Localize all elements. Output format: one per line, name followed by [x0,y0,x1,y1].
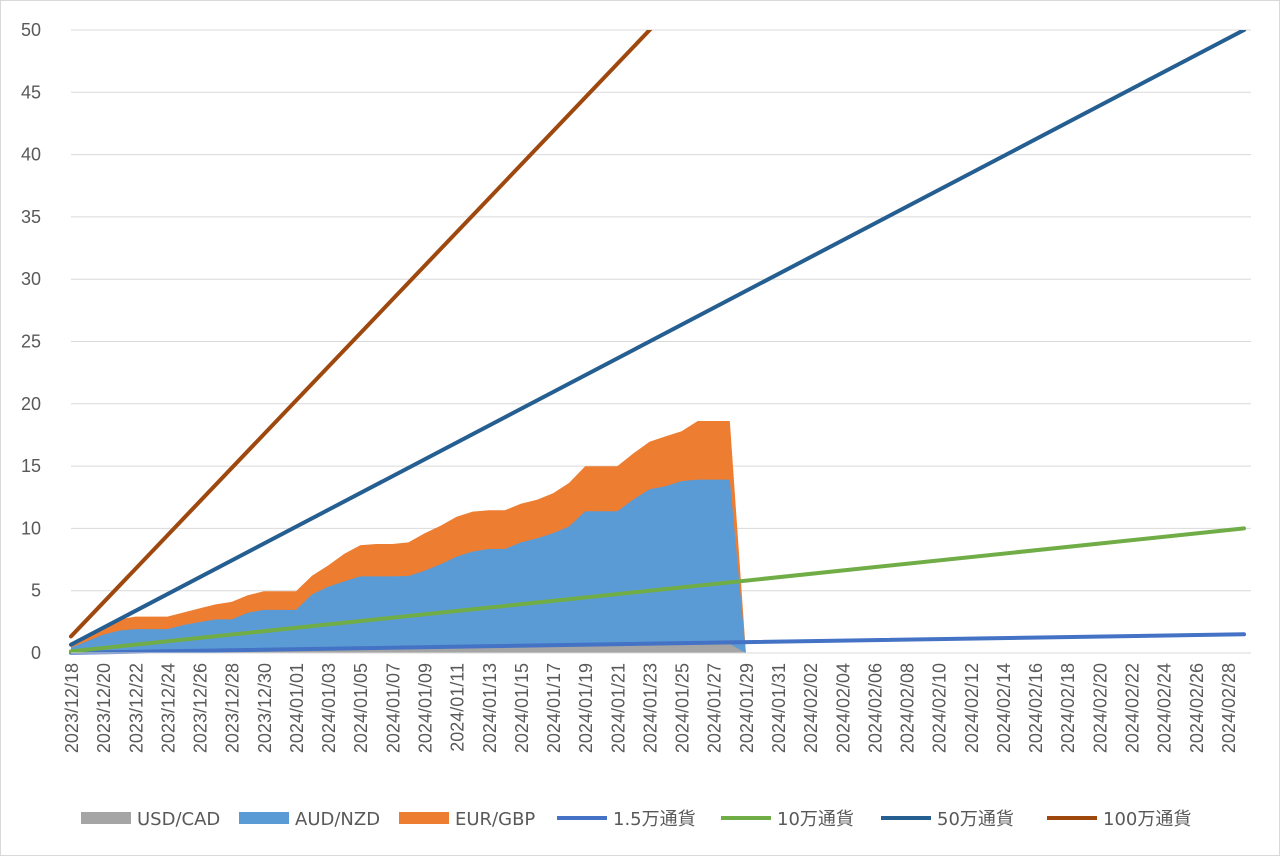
series-line [69,30,1246,647]
series-line [69,632,1246,655]
legend-swatch [399,812,449,824]
legend-label: 1.5万通貨 [613,809,696,830]
x-tick-label: 2024/01/13 [480,663,500,753]
legend-label: USD/CAD [137,809,220,830]
y-tick-label: 50 [21,20,41,40]
x-tick-label: 2023/12/24 [158,663,178,753]
x-tick-label: 2024/02/24 [1155,663,1175,753]
x-tick-label: 2024/02/14 [994,663,1014,753]
y-tick-label: 35 [21,207,41,227]
y-tick-label: 10 [21,518,41,538]
x-tick-label: 2023/12/28 [223,663,243,753]
x-tick-label: 2023/12/26 [191,663,211,753]
x-tick-label: 2024/02/12 [962,663,982,753]
y-tick-label: 0 [31,643,41,663]
x-tick-label: 2024/02/28 [1219,663,1239,753]
x-tick-label: 2024/02/04 [833,663,853,753]
x-tick-label: 2023/12/22 [126,663,146,753]
x-tick-label: 2024/02/26 [1187,663,1207,753]
series-line [69,526,1246,654]
x-axis: 2023/12/18 2023/12/20 2023/12/22 2023/12/24… [62,652,1251,753]
x-tick-label: 2024/01/29 [737,663,757,753]
x-tick-label: 2024/02/06 [865,663,885,753]
legend-label: 10万通貨 [777,809,854,830]
x-tick-label: 2024/01/01 [287,663,307,753]
x-tick-label: 2023/12/20 [94,663,114,753]
y-tick-label: 20 [21,394,41,414]
y-axis: 0 5 10 15 20 25 30 35 40 45 50 [21,20,41,663]
y-tick-label: 25 [21,332,41,352]
legend-swatch [81,812,131,824]
x-tick-label: 2024/01/21 [608,663,628,753]
x-tick-label: 2024/01/11 [448,663,468,752]
x-tick-label: 2024/02/02 [801,663,821,753]
gridlines [71,29,1251,654]
x-tick-label: 2024/01/05 [351,663,371,753]
x-tick-label: 2024/01/17 [544,663,564,753]
x-tick-label: 2024/01/23 [641,663,661,753]
x-tick-label: 2024/02/22 [1123,663,1143,753]
x-tick-label: 2024/01/03 [319,663,339,753]
y-tick-label: 15 [21,456,41,476]
area-aud-nzd [71,479,746,653]
legend-swatch [239,812,289,824]
x-tick-label: 2024/02/10 [930,663,950,753]
x-tick-label: 2024/01/31 [769,663,789,753]
x-tick-label: 2024/01/09 [416,663,436,753]
x-tick-label: 2024/01/15 [512,663,532,753]
x-tick-label: 2024/01/19 [576,663,596,753]
y-tick-label: 45 [21,82,41,102]
x-tick-label: 2024/01/07 [383,663,403,753]
x-tick-label: 2024/02/08 [898,663,918,753]
x-tick-label: 2024/02/20 [1090,663,1110,753]
legend: USD/CAD AUD/NZD EUR/GBP 1.5万通貨 10万通貨 50万通貨 100… [81,809,1191,830]
y-tick-label: 40 [21,145,41,165]
legend-label: AUD/NZD [295,809,380,830]
x-tick-label: 2023/12/18 [62,663,82,753]
series-line [69,30,653,639]
x-tick-label: 2023/12/30 [255,663,275,753]
y-tick-label: 5 [31,581,41,601]
legend-label: 50万通貨 [937,809,1014,830]
stacked-areas [71,421,746,653]
x-tick-label: 2024/02/18 [1058,663,1078,753]
x-tick-label: 2024/01/27 [705,663,725,753]
series-lines [69,30,1246,655]
x-tick-label: 2024/01/25 [673,663,693,753]
x-tick-label: 2024/02/16 [1026,663,1046,753]
legend-label: EUR/GBP [455,809,535,830]
y-tick-label: 30 [21,269,41,289]
legend-label: 100万通貨 [1103,809,1191,830]
